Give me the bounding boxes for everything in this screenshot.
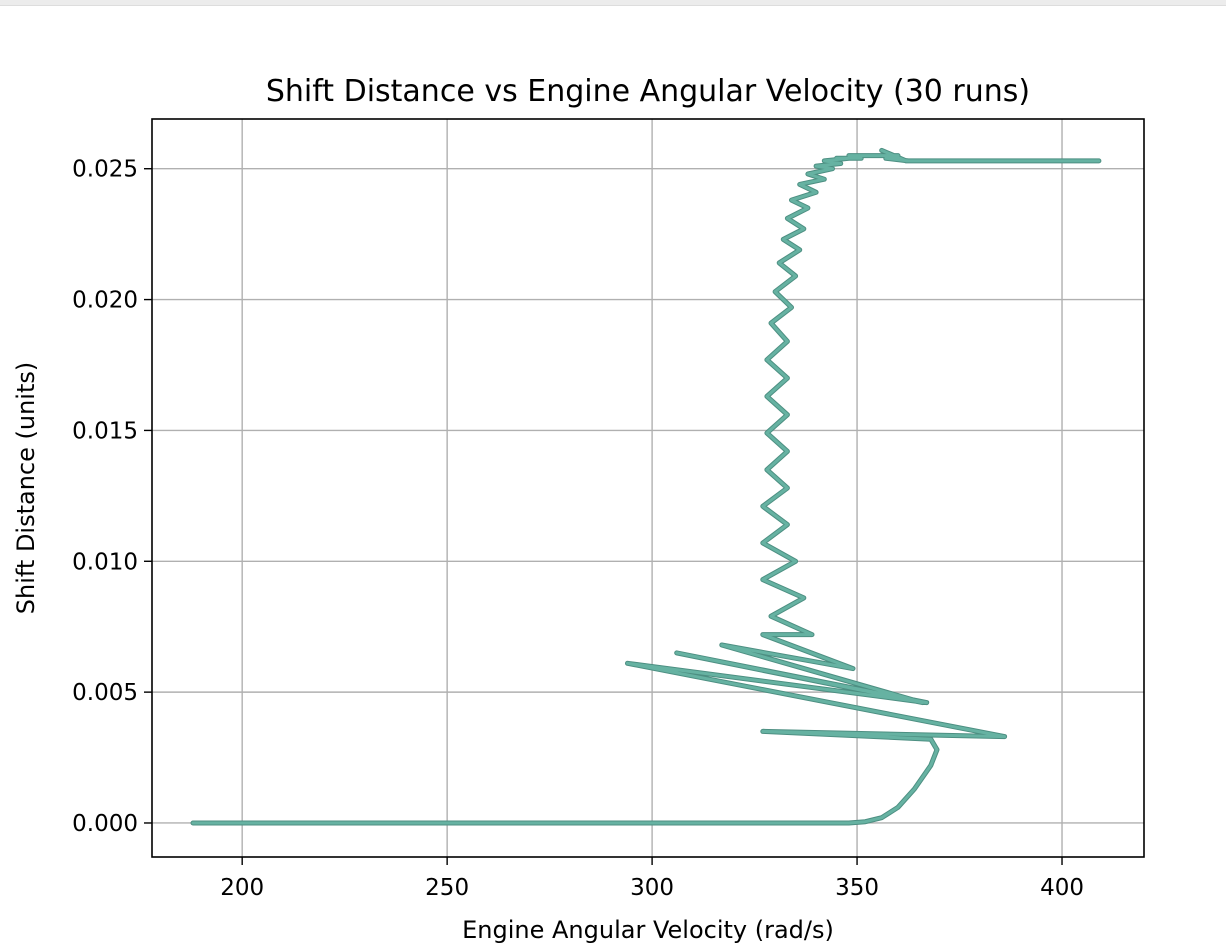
series-layer: [190, 147, 1102, 826]
window-top-bar: [0, 0, 1226, 6]
tick-layer: 200 250 300 350 400 0.000 0.005 0.010 0.015 0.020…: [72, 157, 1084, 901]
grid-lines: [152, 119, 1144, 857]
x-tick-label: 300: [630, 875, 674, 901]
y-tick-label: 0.005: [72, 680, 138, 706]
y-tick-label: 0.020: [72, 288, 138, 314]
chart-title: Shift Distance vs Engine Angular Velocit…: [266, 74, 1030, 109]
y-tick-label: 0.010: [72, 549, 138, 575]
y-tick-label: 0.000: [72, 811, 138, 837]
x-tick-label: 200: [220, 875, 264, 901]
x-tick-label: 250: [425, 875, 469, 901]
x-tick-label: 400: [1040, 875, 1084, 901]
y-axis-label: Shift Distance (units): [12, 362, 40, 614]
y-tick-label: 0.015: [72, 418, 138, 444]
series-line: [191, 148, 1101, 825]
plot-frame: [151, 118, 1145, 858]
y-tick-label: 0.025: [72, 157, 138, 183]
series-line-outline: [190, 147, 1102, 826]
x-tick-label: 350: [835, 875, 879, 901]
x-axis-label: Engine Angular Velocity (rad/s): [462, 916, 834, 944]
